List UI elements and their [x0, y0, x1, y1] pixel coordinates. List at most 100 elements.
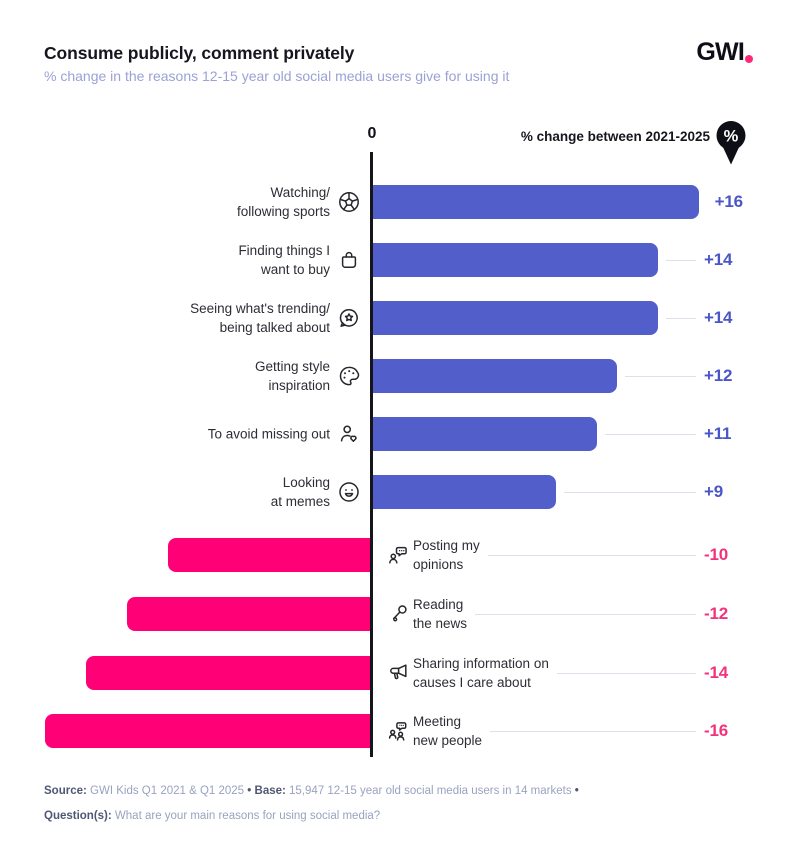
value-label: -12: [704, 604, 728, 623]
category-label-line: the news: [413, 616, 468, 631]
category-label: Watching/following sports: [44, 183, 330, 221]
base-label: Base:: [251, 785, 286, 797]
chart-row: Posting my opinions -10: [44, 526, 746, 584]
value-label: +14: [704, 250, 733, 269]
category-label-line: opinions: [413, 557, 464, 572]
trailing-bullet: •: [574, 785, 579, 797]
category-label-line: Finding things I: [238, 242, 330, 258]
value-label: +14: [704, 308, 733, 327]
category-label: Finding things I want to buy: [44, 241, 330, 279]
bar-positive: [373, 359, 618, 393]
category-label-line: Getting style: [254, 358, 330, 374]
category-label-line: Posting my: [413, 537, 480, 553]
category-label-line: Meeting: [413, 713, 462, 729]
person-chat-icon: [386, 543, 410, 567]
category-label: Looking at memes: [44, 473, 330, 511]
chart-row: Reading the news -12: [44, 585, 746, 643]
category-label-line: want to buy: [260, 262, 330, 277]
gwi-logo-dot-icon: [745, 55, 753, 63]
value-connector-line: [487, 554, 696, 556]
bar-zone: +12: [373, 347, 746, 405]
base-text: 15,947 12-15 year old social media users…: [285, 785, 575, 797]
category-label-line: To avoid missing out: [207, 426, 330, 442]
gwi-logo-text: GWI: [696, 38, 744, 66]
question-line: Question(s): What are your main reasons …: [44, 804, 724, 829]
bar-zone: +11: [373, 405, 746, 463]
bar-zone: +9: [373, 463, 746, 521]
chat-star-icon: [337, 306, 361, 330]
category-label: Posting my opinions: [413, 536, 480, 574]
bar-positive: [373, 475, 557, 509]
bar-positive: [373, 301, 658, 335]
category-label: Reading the news: [413, 595, 467, 633]
bar-negative: [45, 714, 371, 748]
chart-row: Watching/following sports +16: [44, 173, 746, 231]
value-connector-line: [475, 613, 696, 615]
bar-zone: +14: [373, 289, 746, 347]
palette-icon: [337, 364, 361, 388]
value-connector-line: [556, 672, 696, 674]
source-line: Source: GWI Kids Q1 2021 & Q1 2025 • Bas…: [44, 779, 724, 804]
people-chat-icon: [386, 719, 410, 743]
shopping-bag-icon: [337, 248, 361, 272]
footer: Source: GWI Kids Q1 2021 & Q1 2025 • Bas…: [44, 779, 724, 829]
bar-zone: +14: [373, 231, 746, 289]
separator-bullet: •: [247, 785, 252, 797]
source-label: Source:: [44, 785, 87, 797]
chart-row: Getting style inspiration +12: [44, 347, 746, 405]
value-connector-line: [604, 433, 696, 435]
value-label: +9: [704, 482, 723, 501]
smiley-icon: [337, 480, 361, 504]
value-connector-line: [490, 730, 696, 732]
value-label: +11: [704, 424, 732, 443]
category-label-line: being talked about: [219, 320, 330, 335]
bar-positive: [373, 185, 699, 219]
value-connector-line: [665, 317, 696, 319]
category-label: Seeing what's trending/being talked abou…: [44, 299, 330, 337]
legend-label: % change between 2021-2025: [520, 129, 710, 144]
chart-row: Meeting new people -16: [44, 702, 746, 760]
category-label-line: inspiration: [268, 378, 330, 393]
category-label: Meeting new people: [413, 712, 482, 750]
value-label: -14: [704, 663, 728, 682]
category-label-line: Sharing information on: [413, 655, 549, 671]
category-label-line: Watching/: [270, 184, 330, 200]
chart-row: Seeing what's trending/being talked abou…: [44, 289, 746, 347]
megaphone-icon: [386, 661, 410, 685]
label-zone: Reading the news -12: [413, 585, 746, 643]
bar-negative: [126, 597, 371, 631]
bar-negative: [167, 538, 371, 572]
user-heart-icon: [337, 422, 361, 446]
label-zone: Sharing information on causes I care abou…: [413, 644, 746, 702]
category-label: Sharing information on causes I care abou…: [413, 654, 549, 692]
bar-negative: [86, 656, 371, 690]
category-label-line: Seeing what's trending/: [190, 300, 330, 316]
axis-zero-label: 0: [367, 125, 377, 142]
question-label: Question(s):: [44, 810, 112, 822]
y-axis-line: [370, 152, 373, 757]
category-label-line: causes I care about: [413, 675, 531, 690]
category-label: To avoid missing out: [44, 424, 330, 443]
chart-row: Looking at memes +9: [44, 463, 746, 521]
value-label: +12: [704, 366, 733, 385]
category-label: Getting style inspiration: [44, 357, 330, 395]
question-text: What are your main reasons for using soc…: [111, 810, 381, 822]
chart-row: Sharing information on causes I care abou…: [44, 644, 746, 702]
value-label: -16: [704, 721, 728, 740]
percent-pin-symbol: %: [724, 128, 739, 146]
page-title: Consume publicly, comment privately: [44, 43, 355, 63]
bar-zone: +16: [373, 173, 746, 231]
category-label-line: new people: [413, 733, 483, 748]
label-zone: Meeting new people -16: [413, 702, 746, 760]
bar-positive: [373, 417, 597, 451]
value-label: +16: [714, 192, 743, 211]
label-zone: Posting my opinions -10: [413, 526, 746, 584]
category-label-line: Reading: [413, 596, 464, 612]
value-connector-line: [625, 375, 696, 377]
bar-positive: [373, 243, 658, 277]
source-text: GWI Kids Q1 2021 & Q1 2025: [86, 785, 248, 797]
percent-pin-icon: %: [714, 119, 748, 171]
chart-row: Finding things I want to buy +14: [44, 231, 746, 289]
value-connector-line: [665, 259, 696, 261]
